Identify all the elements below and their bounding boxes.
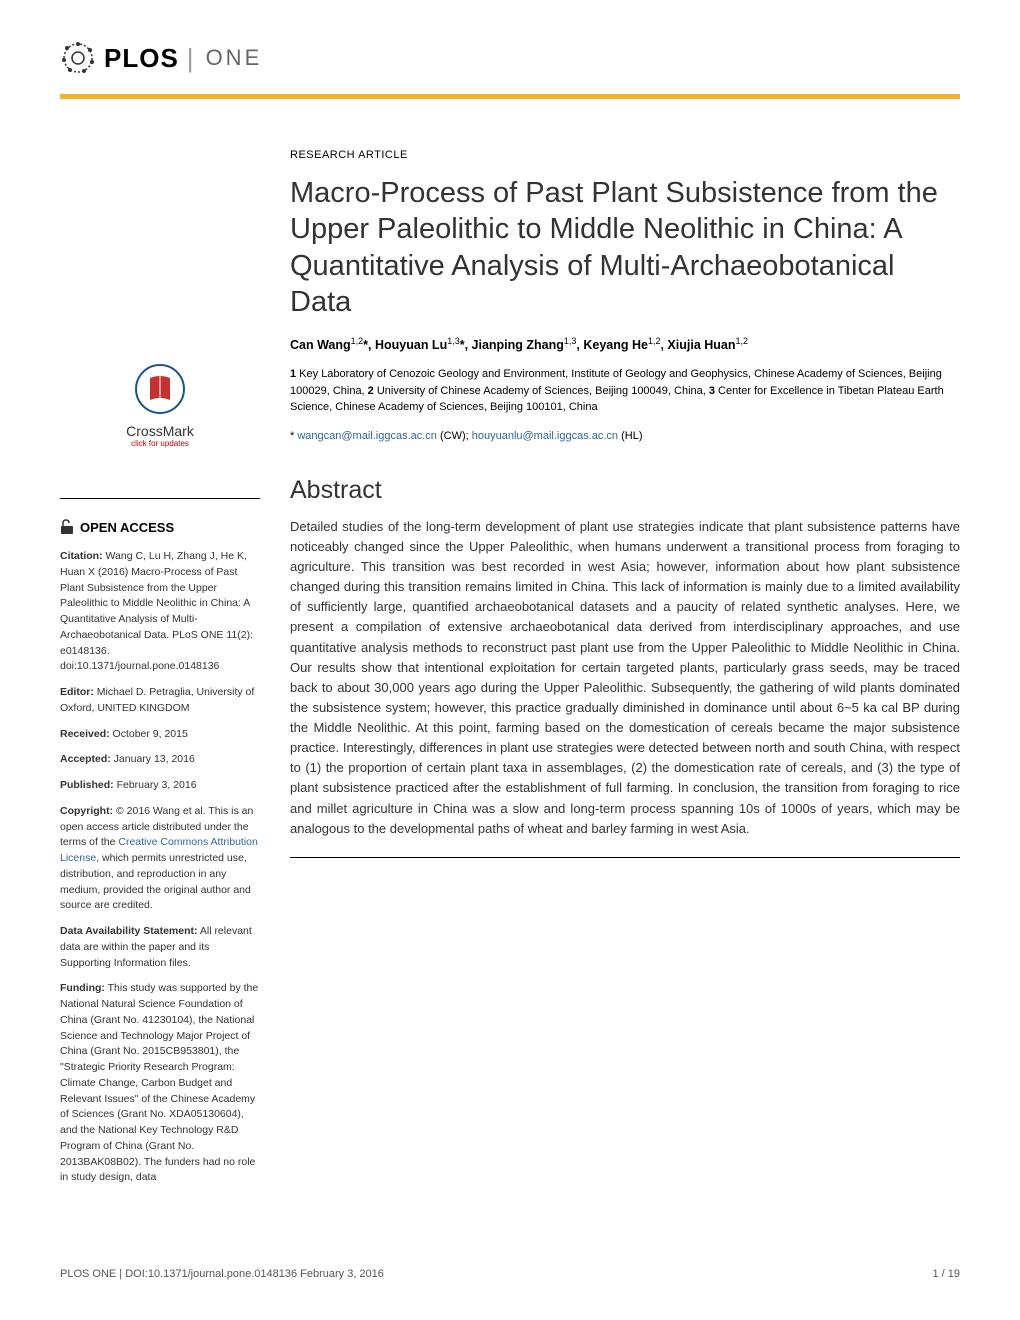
sidebar-divider	[60, 498, 260, 499]
affiliations: 1 Key Laboratory of Cenozoic Geology and…	[290, 366, 960, 416]
journal-label: ONE	[206, 45, 263, 71]
open-access-label: OPEN ACCESS	[80, 520, 174, 535]
crossmark-badge[interactable]: CrossMark click for updates	[60, 364, 260, 448]
article-type: RESEARCH ARTICLE	[290, 149, 960, 161]
authors-list: Can Wang1,2*, Houyuan Lu1,3*, Jianping Z…	[290, 336, 960, 352]
plos-icon	[60, 40, 96, 76]
correspondence: * wangcan@mail.iggcas.ac.cn (CW); houyua…	[290, 430, 960, 442]
page-number: 1 / 19	[932, 1268, 960, 1280]
header-divider	[60, 94, 960, 99]
footer-citation: PLOS ONE | DOI:10.1371/journal.pone.0148…	[60, 1268, 384, 1280]
email-link-1[interactable]: wangcan@mail.iggcas.ac.cn	[297, 430, 437, 442]
page-footer: PLOS ONE | DOI:10.1371/journal.pone.0148…	[60, 1268, 960, 1280]
crossmark-icon	[135, 364, 185, 414]
abstract-text: Detailed studies of the long-term develo…	[290, 517, 960, 839]
article-title: Macro-Process of Past Plant Subsistence …	[290, 175, 960, 320]
open-lock-icon	[60, 519, 74, 535]
plos-label: PLOS	[104, 43, 179, 74]
main-content: RESEARCH ARTICLE Macro-Process of Past P…	[290, 149, 960, 1196]
abstract-heading: Abstract	[290, 476, 960, 505]
crossmark-sublabel: click for updates	[60, 439, 260, 448]
open-access-badge: OPEN ACCESS	[60, 519, 260, 535]
sidebar-metadata: Citation: Wang C, Lu H, Zhang J, He K, H…	[60, 549, 260, 1186]
sidebar: CrossMark click for updates OPEN ACCESS …	[60, 149, 260, 1196]
email-link-2[interactable]: houyuanlu@mail.iggcas.ac.cn	[472, 430, 618, 442]
journal-logo: PLOS | ONE	[60, 40, 960, 76]
abstract-divider	[290, 857, 960, 858]
crossmark-label: CrossMark	[60, 423, 260, 439]
